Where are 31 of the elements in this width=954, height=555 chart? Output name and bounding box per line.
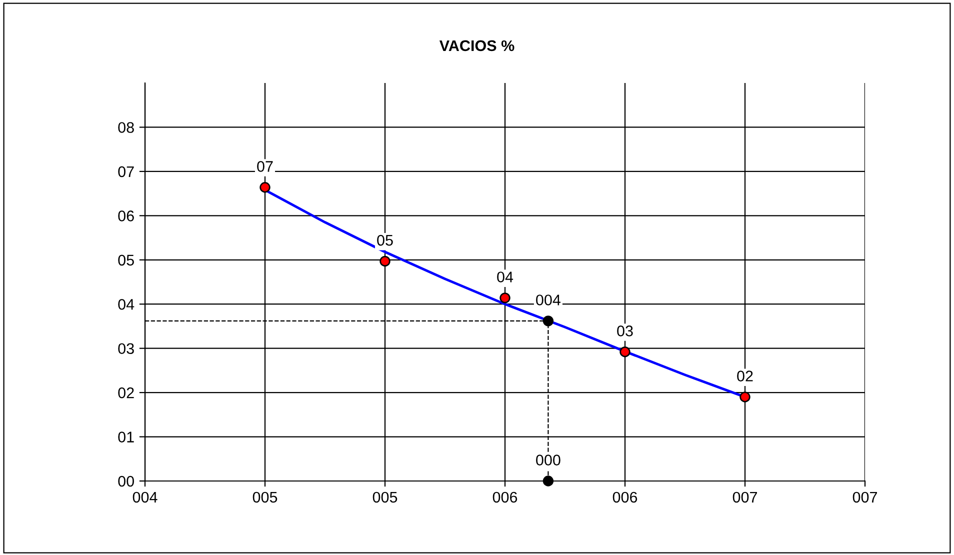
y-tick-label: 06 bbox=[118, 210, 134, 222]
x-tick-label: 005 bbox=[372, 492, 398, 503]
y-tick-label: 03 bbox=[118, 343, 134, 354]
data-label: 07 bbox=[257, 161, 273, 172]
data-label: 05 bbox=[377, 234, 393, 246]
y-tick-label: 08 bbox=[118, 122, 134, 133]
data-label: 004 bbox=[536, 294, 560, 306]
data-label: 02 bbox=[737, 370, 753, 382]
chart-title: VACIOS % bbox=[439, 40, 514, 52]
x-tick-label: 007 bbox=[732, 492, 757, 503]
data-label: 03 bbox=[617, 326, 633, 336]
point bbox=[260, 182, 270, 193]
y-tick-label: 01 bbox=[118, 432, 134, 442]
x-tick-label: 006 bbox=[612, 492, 638, 503]
x-tick-label: 004 bbox=[132, 492, 158, 503]
y-tick-label: 02 bbox=[118, 387, 134, 398]
point bbox=[542, 476, 554, 486]
point bbox=[542, 316, 554, 326]
x-tick-label: 005 bbox=[252, 492, 278, 503]
y-tick-label: 00 bbox=[118, 476, 134, 487]
x-tick-label: 006 bbox=[492, 492, 518, 503]
point bbox=[500, 292, 510, 304]
data-label: 000 bbox=[536, 454, 560, 466]
point bbox=[740, 392, 750, 402]
y-tick-label: 07 bbox=[118, 166, 134, 178]
point bbox=[380, 256, 390, 267]
data-label: 04 bbox=[497, 272, 514, 282]
point bbox=[620, 346, 630, 358]
y-tick-label: 05 bbox=[118, 254, 134, 266]
y-tick-label: 04 bbox=[118, 298, 134, 310]
x-tick-label: 007 bbox=[852, 492, 877, 503]
